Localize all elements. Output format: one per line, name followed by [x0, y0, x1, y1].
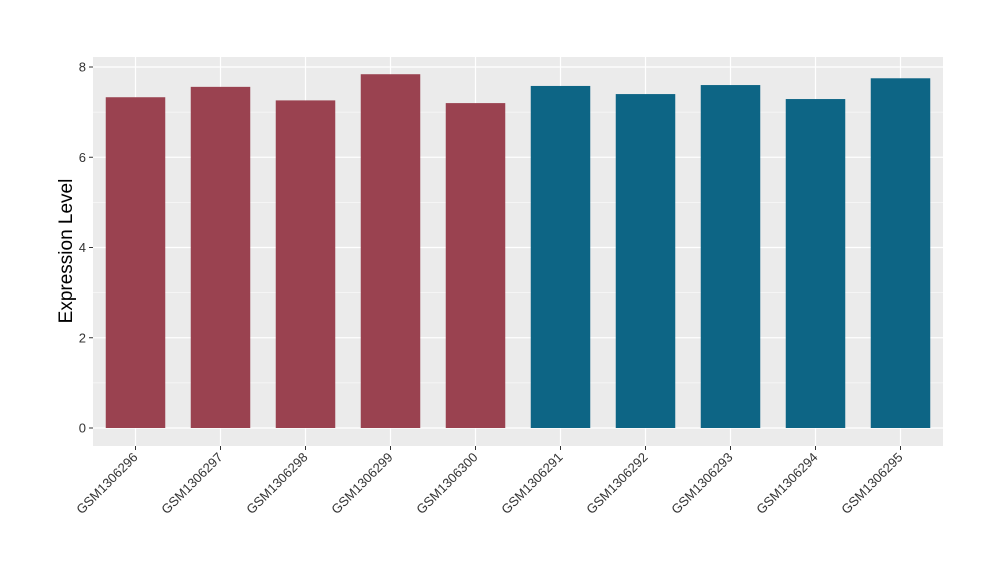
bar-GSM1306292	[615, 94, 676, 428]
bar-GSM1306294	[785, 99, 846, 428]
x-tick-label: GSM1306298	[243, 450, 310, 517]
x-tick-label: GSM1306296	[73, 450, 140, 517]
bar-GSM1306299	[360, 74, 421, 428]
x-tick-label: GSM1306294	[753, 450, 820, 517]
x-tick-label: GSM1306300	[413, 450, 480, 517]
bar-GSM1306291	[530, 85, 591, 428]
x-tick-label: GSM1306299	[328, 450, 395, 517]
x-tick-label: GSM1306292	[583, 450, 650, 517]
bars	[105, 74, 931, 429]
x-tick-label: GSM1306293	[668, 450, 735, 517]
bar-GSM1306297	[190, 86, 251, 428]
y-tick-label: 8	[79, 60, 86, 75]
bar-GSM1306296	[105, 97, 166, 428]
y-axis-title: Expression Level	[56, 179, 77, 324]
x-axis: GSM1306296 GSM1306297 GSM1306298 GSM1306299…	[73, 446, 906, 517]
y-tick-label: 4	[79, 240, 86, 255]
bar-GSM1306295	[870, 78, 931, 428]
y-tick-label: 6	[79, 150, 86, 165]
x-tick-label: GSM1306295	[838, 450, 905, 517]
y-tick-label: 2	[79, 330, 86, 345]
y-axis: 0 2 4 6 8	[79, 60, 93, 436]
bar-GSM1306298	[275, 100, 336, 428]
x-tick-label: GSM1306291	[498, 450, 565, 517]
y-tick-label: 0	[79, 421, 86, 436]
x-tick-label: GSM1306297	[158, 450, 225, 517]
bar-GSM1306293	[700, 85, 761, 429]
bar-GSM1306300	[445, 103, 506, 428]
